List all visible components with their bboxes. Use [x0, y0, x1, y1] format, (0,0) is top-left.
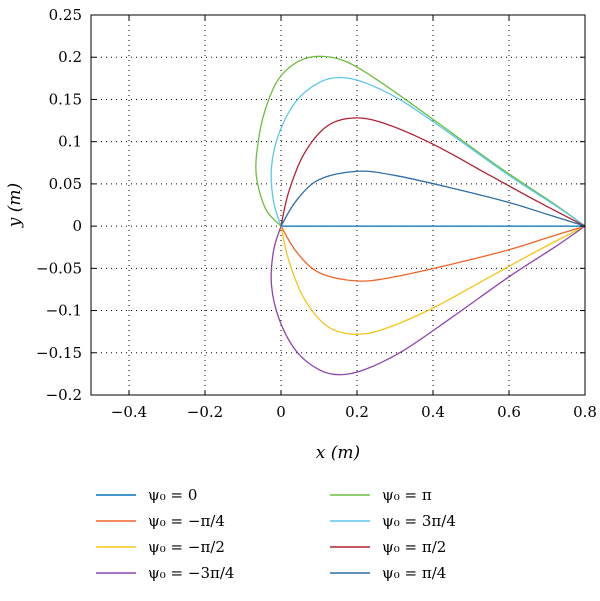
y-tick-label: −0.1 — [46, 302, 82, 320]
x-tick-labels: −0.4 −0.2 0 0.2 0.4 0.6 0.8 — [111, 403, 597, 421]
x-tick-label: −0.4 — [111, 403, 147, 421]
grid — [91, 15, 586, 395]
legend-entry-label: ψ₀ = −π/4 — [148, 512, 225, 530]
legend: ψ₀ = 0 ψ₀ = −π/4 ψ₀ = −π/2 ψ₀ = −3π/4 ψ₀ = π… — [96, 486, 456, 582]
y-tick-label: 0.15 — [49, 90, 82, 108]
legend-entry-label: ψ₀ = 3π/4 — [382, 512, 456, 530]
y-tick-label: 0.05 — [49, 175, 82, 193]
y-tick-label: 0.1 — [58, 133, 82, 151]
series-line — [280, 170, 586, 227]
y-axis-label: y (m) — [5, 183, 25, 228]
series-lines — [255, 55, 586, 376]
plot-frame — [90, 14, 586, 396]
legend-entry-label: ψ₀ = −π/2 — [148, 538, 225, 556]
series-line — [280, 117, 586, 227]
x-tick-label: 0.8 — [573, 403, 597, 421]
legend-entry-label: ψ₀ = 0 — [148, 486, 197, 504]
y-tick-label: −0.15 — [36, 344, 82, 362]
x-tick-label: 0.2 — [345, 403, 369, 421]
legend-entry-label: ψ₀ = π/2 — [382, 538, 446, 556]
series-line — [255, 55, 586, 227]
series-line — [270, 225, 586, 376]
x-tick-label: −0.2 — [187, 403, 223, 421]
series-line — [280, 225, 586, 282]
y-tick-label: 0 — [72, 217, 82, 235]
axis-ticks — [91, 14, 586, 396]
x-tick-label: 0 — [276, 403, 286, 421]
y-tick-label: 0.2 — [58, 48, 82, 66]
x-tick-label: 0.6 — [497, 403, 521, 421]
y-tick-label: 0.25 — [49, 6, 82, 24]
y-tick-label: −0.05 — [36, 259, 82, 277]
legend-entry-label: ψ₀ = π/4 — [382, 564, 446, 582]
series-line — [280, 225, 586, 335]
x-tick-label: 0.4 — [421, 403, 445, 421]
y-tick-label: −0.2 — [46, 386, 82, 404]
legend-entry-label: ψ₀ = π — [382, 486, 432, 504]
legend-entry-label: ψ₀ = −3π/4 — [148, 564, 234, 582]
x-axis-label: x (m) — [316, 443, 360, 463]
series-line — [270, 76, 586, 227]
y-tick-labels: 0.25 0.2 0.15 0.1 0.05 0 −0.05 −0.1 −0.15 −0.2 — [36, 6, 82, 404]
